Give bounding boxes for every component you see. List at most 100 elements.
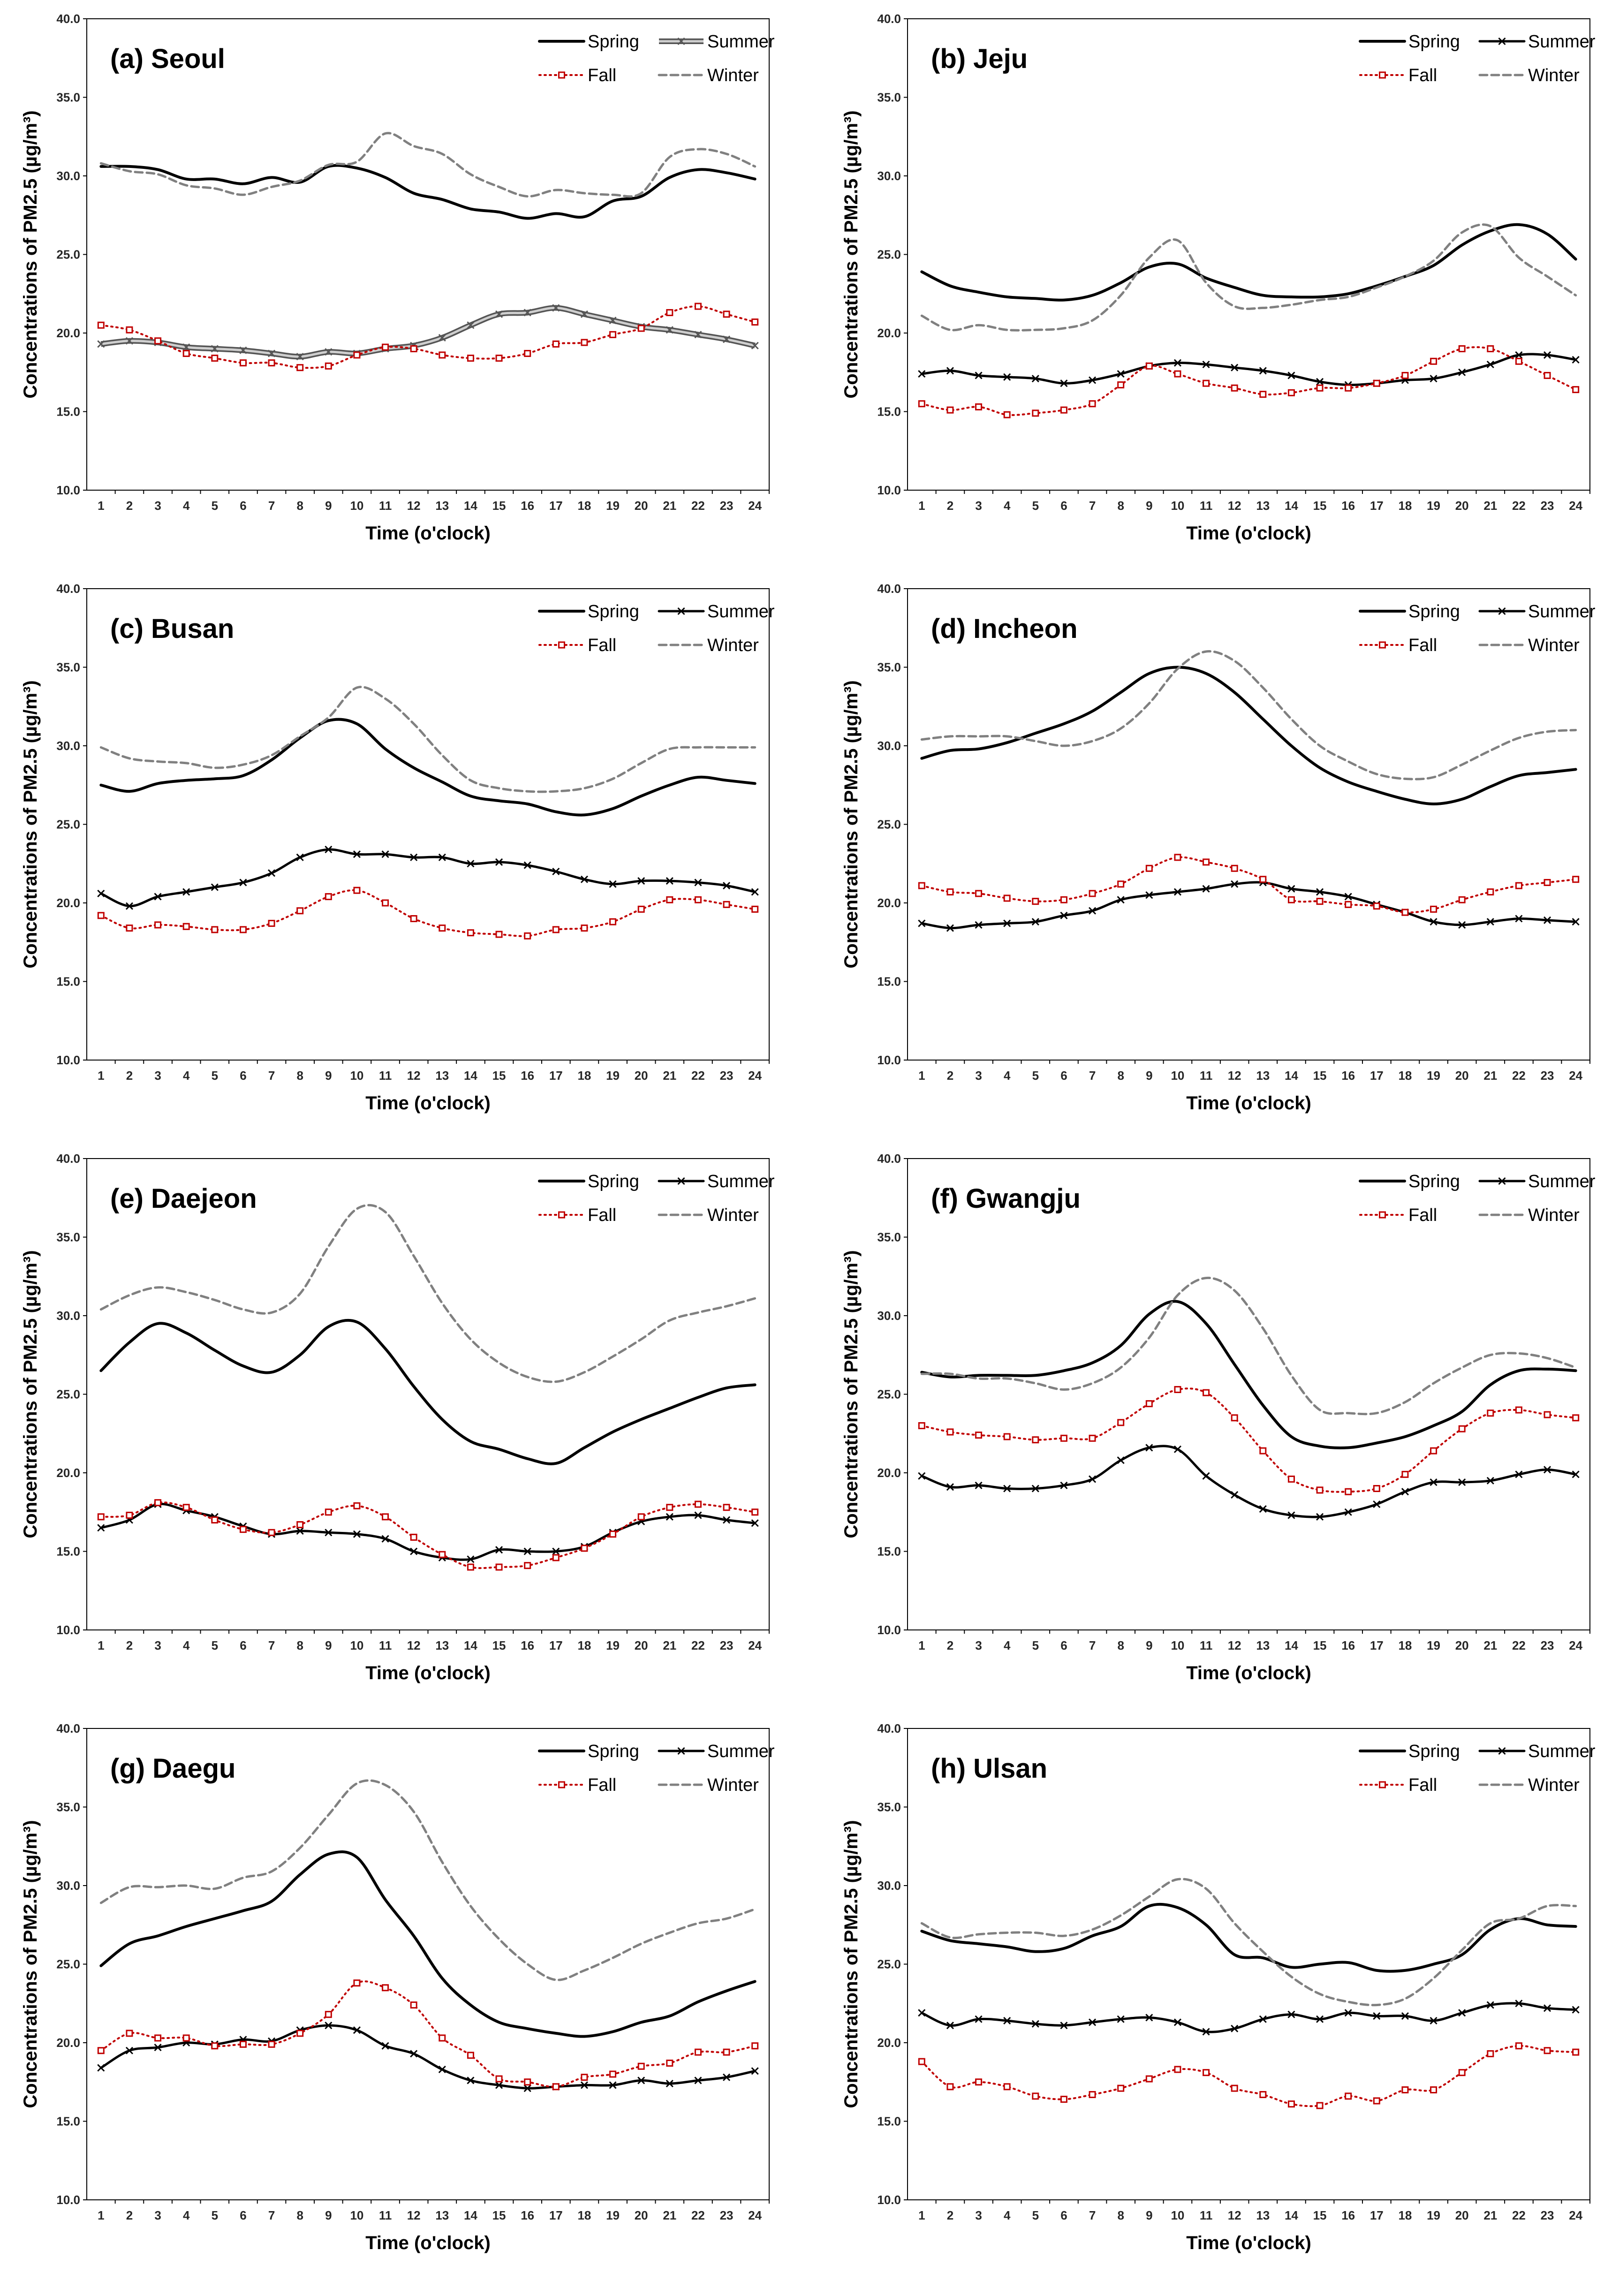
x-tick-label: 8 — [296, 1638, 303, 1652]
fall-marker-2 — [946, 888, 954, 896]
summer-marker-24 — [1572, 918, 1580, 926]
y-tick-label: 15.0 — [877, 2114, 901, 2129]
fall-marker-15 — [1316, 384, 1324, 392]
legend-item-fall: Fall — [1359, 1775, 1437, 1795]
fall-marker-2 — [126, 326, 133, 333]
x-tick-label: 2 — [947, 1068, 953, 1083]
fall-marker-19 — [609, 918, 617, 925]
summer-marker-11 — [1202, 2028, 1210, 2036]
plot-frame — [907, 1728, 1590, 2200]
y-tick-label: 30.0 — [56, 1309, 80, 1323]
x-tick-label: 19 — [606, 499, 620, 513]
summer-marker-19 — [609, 880, 617, 888]
legend-label-summer: Summer — [707, 602, 775, 621]
fall-marker-11 — [382, 1984, 389, 1992]
fall-line — [100, 305, 756, 369]
winter-line — [99, 132, 757, 198]
fall-marker-8 — [1117, 1419, 1125, 1426]
series-winter — [920, 223, 1577, 332]
fall-marker-6 — [1060, 2096, 1067, 2103]
fall-marker-16 — [1345, 1488, 1352, 1495]
fall-marker-legend — [1379, 71, 1386, 79]
fall-marker-10 — [353, 1502, 361, 1509]
series-summer — [918, 2000, 1580, 2036]
x-tick-label: 10 — [1171, 499, 1184, 513]
summer-marker-12 — [410, 1547, 418, 1555]
legend-label-fall: Fall — [1408, 1205, 1437, 1225]
x-tick-label: 11 — [379, 1068, 392, 1083]
summer-marker-14 — [1287, 1511, 1295, 1519]
x-tick-label: 18 — [577, 2208, 591, 2222]
fall-marker-4 — [1003, 411, 1011, 418]
summer-marker-2 — [946, 1483, 954, 1491]
spring-line — [99, 164, 757, 220]
summer-marker-14 — [467, 321, 475, 329]
fall-marker-22 — [694, 1500, 702, 1508]
x-tick-label: 21 — [1483, 499, 1497, 513]
legend-label-winter: Winter — [1528, 636, 1580, 655]
y-tick-label: 35.0 — [56, 91, 80, 105]
y-axis-label: Concentrations of PM2.5 (µg/m³) — [20, 680, 41, 968]
fall-marker-10 — [353, 351, 361, 359]
summer-marker-24 — [751, 341, 759, 349]
x-tick-label: 15 — [492, 499, 506, 513]
legend: Spring Summer Fall Winter — [538, 32, 775, 85]
fall-marker-2 — [946, 406, 954, 414]
x-tick-label: 4 — [1004, 499, 1011, 513]
fall-marker-22 — [694, 896, 702, 903]
x-tick-label: 2 — [126, 1068, 133, 1083]
legend-label-spring: Spring — [1408, 1742, 1460, 1761]
fall-marker-14 — [467, 929, 474, 937]
winter-line — [920, 650, 1577, 780]
fall-marker-24 — [751, 318, 759, 326]
summer-marker-1 — [97, 1524, 105, 1532]
fall-marker-15 — [495, 355, 503, 362]
y-tick-label: 30.0 — [877, 169, 901, 183]
x-tick-label: 11 — [379, 499, 392, 513]
fall-marker-legend — [1379, 641, 1386, 649]
summer-marker-15 — [1316, 1513, 1324, 1521]
y-axis-label: Concentrations of PM2.5 (µg/m³) — [841, 680, 862, 968]
summer-marker-3 — [975, 1481, 983, 1489]
summer-marker-21 — [1486, 360, 1494, 369]
x-tick-label: 13 — [435, 499, 449, 513]
x-tick-label: 2 — [126, 2208, 133, 2222]
x-tick-label: 4 — [183, 1068, 190, 1083]
legend-item-winter: Winter — [658, 636, 759, 655]
summer-marker-16 — [523, 1547, 531, 1555]
x-tick-label: 11 — [1200, 1638, 1213, 1652]
summer-marker-11 — [1202, 885, 1210, 893]
summer-marker-19 — [1430, 2017, 1438, 2025]
summer-marker-6 — [1060, 2022, 1068, 2030]
y-tick-label: 10.0 — [877, 1623, 901, 1637]
summer-marker-15 — [1316, 2015, 1324, 2023]
fall-marker-5 — [211, 926, 219, 933]
summer-marker-11 — [381, 2042, 389, 2050]
legend-item-spring: Spring — [1359, 602, 1460, 621]
series-winter — [99, 686, 757, 793]
x-axis-label: Time (o'clock) — [365, 1093, 491, 1114]
plot-frame — [86, 1158, 770, 1630]
x-tick-label: 14 — [464, 499, 477, 513]
fall-marker-19 — [609, 2070, 617, 2078]
summer-marker-23 — [722, 882, 731, 890]
fall-marker-4 — [1003, 894, 1011, 902]
fall-marker-24 — [751, 1508, 759, 1516]
fall-marker-3 — [154, 921, 162, 929]
x-tick-label: 23 — [720, 499, 734, 513]
summer-marker-20 — [1458, 921, 1466, 929]
y-tick-label: 25.0 — [877, 1957, 901, 1971]
summer-marker-11 — [381, 850, 389, 858]
y-tick-label: 10.0 — [56, 483, 80, 497]
summer-marker-19 — [1430, 375, 1438, 383]
spring-line — [99, 1850, 757, 2038]
x-tick-label: 12 — [407, 1638, 421, 1652]
series-spring — [99, 718, 757, 817]
legend-label-winter: Winter — [1528, 1205, 1580, 1225]
fall-marker-10 — [1174, 370, 1181, 378]
summer-marker-12 — [1231, 364, 1239, 371]
fall-marker-legend — [558, 1781, 565, 1788]
series-fall — [918, 2042, 1580, 2109]
fall-marker-17 — [1373, 2097, 1380, 2105]
summer-marker-18 — [1401, 2012, 1409, 2020]
